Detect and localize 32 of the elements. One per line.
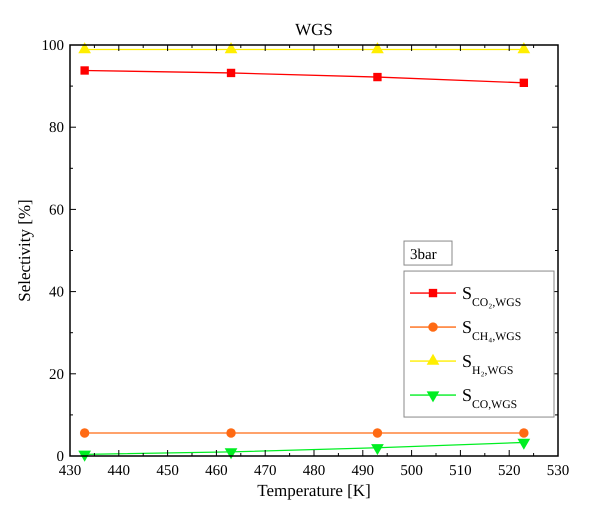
x-tick-label: 480: [302, 463, 326, 479]
x-tick-label: 510: [449, 463, 472, 479]
point: [224, 448, 238, 460]
y-tick-label: 0: [56, 449, 64, 465]
y-tick-label: 100: [42, 38, 64, 54]
x-tick-label: 520: [498, 463, 520, 479]
point: [520, 78, 528, 87]
x-tick-label: 460: [205, 463, 228, 479]
chart-title: WGS: [295, 20, 333, 39]
y-tick-label: 40: [49, 284, 64, 301]
x-tick-label: 440: [108, 463, 130, 479]
y-tick-label: 20: [49, 366, 64, 383]
point: [517, 438, 530, 450]
legend-label: S$_{H₂,WGS}$: [462, 351, 514, 377]
point: [80, 66, 89, 75]
x-tick-label: 500: [400, 463, 423, 479]
x-tick-label: 450: [156, 463, 179, 479]
legend-title: 3bar: [410, 247, 437, 264]
point: [373, 72, 382, 82]
x-tick-label: 430: [58, 463, 82, 479]
y-tick-label: 60: [49, 202, 64, 218]
legend-label: S$_{CH₄,WGS}$: [462, 317, 522, 343]
y-tick-label: 80: [49, 120, 64, 136]
x-tick-label: 490: [352, 463, 374, 479]
point: [371, 444, 384, 456]
x-axis-title: Temperature [K]: [257, 481, 371, 500]
y-axis-title: Selectivity [%]: [15, 199, 34, 302]
x-tick-label: 470: [254, 463, 276, 479]
legend-label: S$_{CO₂,WGS}$: [462, 283, 522, 309]
point: [226, 68, 236, 78]
legend-label: S$_{CO,WGS}$: [462, 385, 518, 411]
x-tick-label: 530: [546, 463, 570, 479]
